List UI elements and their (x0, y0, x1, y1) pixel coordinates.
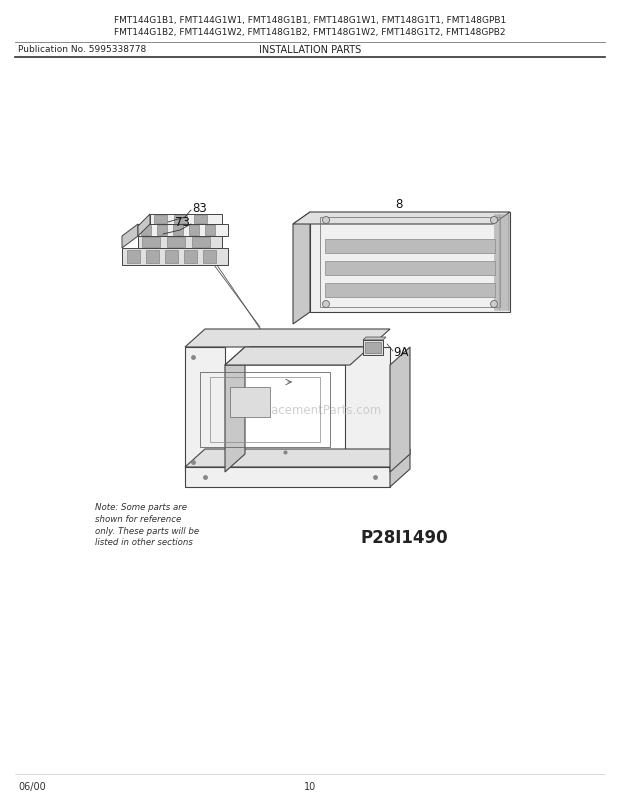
Polygon shape (225, 347, 370, 366)
Polygon shape (363, 341, 383, 355)
Polygon shape (363, 338, 386, 341)
Circle shape (322, 301, 329, 308)
Polygon shape (345, 347, 390, 472)
Polygon shape (230, 387, 270, 418)
Polygon shape (150, 215, 222, 225)
Polygon shape (390, 449, 410, 488)
Text: 10: 10 (304, 781, 316, 791)
Polygon shape (138, 237, 222, 249)
Polygon shape (167, 237, 185, 248)
Polygon shape (225, 347, 370, 366)
Polygon shape (390, 347, 410, 472)
Polygon shape (205, 225, 215, 236)
Polygon shape (325, 261, 495, 276)
Polygon shape (141, 225, 151, 236)
Polygon shape (194, 216, 207, 224)
Polygon shape (185, 347, 225, 472)
Circle shape (490, 301, 497, 308)
Polygon shape (310, 213, 510, 313)
Text: 73: 73 (175, 217, 190, 229)
Polygon shape (185, 330, 390, 347)
Polygon shape (325, 284, 495, 298)
Text: Note: Some parts are
shown for reference
only. These parts will be
listed in oth: Note: Some parts are shown for reference… (95, 502, 199, 547)
Polygon shape (122, 225, 138, 249)
Polygon shape (192, 237, 210, 248)
Polygon shape (185, 468, 390, 488)
Text: 8: 8 (395, 198, 402, 211)
Polygon shape (142, 237, 160, 248)
Text: Publication No. 5995338778: Publication No. 5995338778 (18, 46, 146, 55)
Polygon shape (185, 449, 410, 468)
Polygon shape (173, 225, 183, 236)
Polygon shape (154, 216, 167, 224)
Polygon shape (203, 251, 216, 264)
Polygon shape (138, 215, 150, 237)
Polygon shape (127, 251, 140, 264)
Polygon shape (157, 225, 167, 236)
Text: FMT144G1B1, FMT144G1W1, FMT148G1B1, FMT148G1W1, FMT148G1T1, FMT148GPB1: FMT144G1B1, FMT144G1W1, FMT148G1B1, FMT1… (114, 17, 506, 26)
Text: eReplacementParts.com: eReplacementParts.com (238, 404, 382, 417)
Text: P28I1490: P28I1490 (360, 529, 448, 546)
Polygon shape (325, 240, 495, 253)
Circle shape (490, 217, 497, 225)
Text: 9A: 9A (393, 346, 409, 359)
Polygon shape (225, 347, 245, 472)
Text: 83: 83 (192, 202, 206, 215)
Text: INSTALLATION PARTS: INSTALLATION PARTS (259, 45, 361, 55)
Text: FMT144G1B2, FMT144G1W2, FMT148G1B2, FMT148G1W2, FMT148G1T2, FMT148GPB2: FMT144G1B2, FMT144G1W2, FMT148G1B2, FMT1… (114, 27, 506, 36)
Polygon shape (122, 249, 228, 265)
Polygon shape (174, 216, 187, 224)
Polygon shape (293, 213, 510, 225)
Text: 06/00: 06/00 (18, 781, 46, 791)
Polygon shape (146, 251, 159, 264)
Circle shape (322, 217, 329, 225)
Polygon shape (365, 342, 381, 354)
Polygon shape (293, 213, 310, 325)
Polygon shape (165, 251, 178, 264)
Polygon shape (138, 225, 228, 237)
Polygon shape (184, 251, 197, 264)
Polygon shape (189, 225, 199, 236)
